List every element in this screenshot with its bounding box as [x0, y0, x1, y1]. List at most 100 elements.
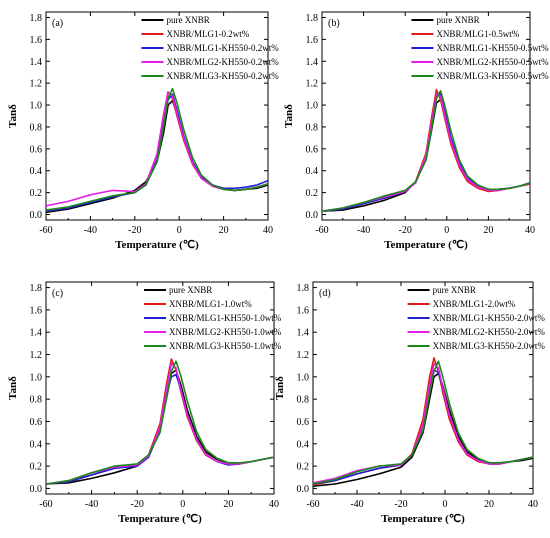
panel-label: (a) — [52, 18, 63, 29]
y-tick-label: 1.8 — [30, 283, 43, 294]
legend-entry: XNBR/MLG3-KH550-0.2wt% — [166, 71, 279, 81]
legend-entry: XNBR/MLG1-KH550-0.2wt% — [166, 43, 279, 53]
legend-entry: XNBR/MLG3-KH550-0.5wt% — [436, 71, 549, 81]
series-line-4 — [46, 87, 268, 211]
x-tick-label: -40 — [357, 225, 370, 236]
y-tick-label: 0.0 — [30, 484, 43, 495]
legend-entry: XNBR/MLG3-KH550-1.0wt% — [169, 341, 282, 351]
legend-entry: pure XNBR — [166, 15, 209, 25]
y-tick-label: 1.4 — [30, 57, 43, 68]
y-axis-title: Tanδ — [274, 376, 286, 400]
y-tick-label: 0.6 — [306, 144, 319, 155]
y-tick-label: 0.4 — [306, 166, 319, 177]
series-line-4 — [322, 90, 530, 212]
series-group — [313, 357, 533, 487]
panel-3: -60 -40 -20 0 20 40 0.0 0.2 0.4 0.6 0.8 1.0 1.2 1.4 1.… — [274, 281, 546, 525]
legend-entry: XNBR/MLG2-KH550-2.0wt% — [433, 327, 546, 337]
x-axis-title: Temperature (℃) — [381, 513, 465, 525]
legend-entry: pure XNBR — [169, 285, 212, 295]
legend-entry: XNBR/MLG2-KH550-1.0wt% — [169, 327, 282, 337]
x-tick-label: 0 — [180, 499, 185, 510]
x-tick-label: -20 — [394, 499, 407, 510]
y-tick-label: 1.4 — [30, 328, 43, 339]
y-tick-label: 0.6 — [30, 417, 43, 428]
y-tick-label: 1.0 — [30, 101, 43, 112]
x-axis-title: Temperature (℃) — [115, 239, 199, 251]
y-tick-label: 1.6 — [297, 305, 310, 316]
y-tick-label: 0.8 — [30, 122, 43, 133]
panel-label: (c) — [52, 288, 63, 299]
legend-entry: XNBR/MLG1-0.5wt% — [436, 29, 519, 39]
panel-1: -60 -40 -20 0 20 40 0.0 0.2 0.4 0.6 0.8 1.0 1.2 1.4 1.… — [283, 11, 549, 251]
y-tick-label: 1.2 — [30, 79, 43, 90]
panel-label: (b) — [328, 18, 340, 29]
x-axis-title: Temperature (℃) — [384, 239, 468, 251]
legend-entry: XNBR/MLG1-KH550-2.0wt% — [433, 313, 546, 323]
y-tick-label: 1.0 — [297, 372, 310, 383]
legend-entry: XNBR/MLG2-KH550-0.2wt% — [166, 57, 279, 67]
y-tick-label: 0.8 — [306, 122, 319, 133]
y-tick-label: 1.6 — [306, 35, 319, 46]
y-tick-label: 1.6 — [30, 35, 43, 46]
legend-entry: XNBR/MLG1-KH550-1.0wt% — [169, 313, 282, 323]
y-tick-label: 0.0 — [297, 484, 310, 495]
y-axis-title: Tanδ — [283, 104, 295, 128]
series-line-4 — [313, 360, 533, 485]
y-tick-label: 1.4 — [297, 328, 310, 339]
x-tick-label: -60 — [39, 225, 52, 236]
legend-entry: pure XNBR — [433, 285, 476, 295]
series-line-3 — [313, 362, 533, 484]
y-tick-label: 1.0 — [306, 101, 319, 112]
legend-entry: XNBR/MLG1-2.0wt% — [433, 299, 516, 309]
y-tick-label: 1.2 — [30, 350, 43, 361]
legend-entry: XNBR/MLG3-KH550-2.0wt% — [433, 341, 546, 351]
x-tick-label: 40 — [269, 499, 279, 510]
x-tick-label: -60 — [315, 225, 328, 236]
y-tick-label: 1.4 — [306, 57, 319, 68]
y-tick-label: 0.0 — [30, 210, 43, 221]
y-tick-label: 0.8 — [297, 395, 310, 406]
y-tick-label: 1.8 — [297, 283, 310, 294]
x-tick-label: 0 — [177, 225, 182, 236]
legend-entry: XNBR/MLG1-0.2wt% — [166, 29, 249, 39]
y-tick-label: 1.2 — [306, 79, 319, 90]
x-tick-label: 0 — [444, 225, 449, 236]
legend-entry: XNBR/MLG1-1.0wt% — [169, 299, 252, 309]
y-axis-title: Tanδ — [7, 104, 19, 128]
x-tick-label: -60 — [306, 499, 319, 510]
series-group — [46, 87, 268, 214]
y-tick-label: 0.2 — [297, 462, 310, 473]
y-tick-label: 0.6 — [297, 417, 310, 428]
x-tick-label: -20 — [128, 225, 141, 236]
legend-entry: XNBR/MLG1-KH550-0.5wt% — [436, 43, 549, 53]
series-group — [46, 358, 274, 485]
y-tick-label: 0.4 — [30, 439, 43, 450]
y-tick-label: 0.0 — [306, 210, 319, 221]
y-tick-label: 1.0 — [30, 372, 43, 383]
y-tick-label: 1.6 — [30, 305, 43, 316]
series-line-3 — [322, 93, 530, 212]
y-tick-label: 0.8 — [30, 395, 43, 406]
y-tick-label: 0.2 — [30, 462, 43, 473]
x-tick-label: -20 — [131, 499, 144, 510]
x-axis-title: Temperature (℃) — [118, 513, 202, 525]
y-tick-label: 0.6 — [30, 144, 43, 155]
y-tick-label: 0.2 — [30, 188, 43, 199]
x-tick-label: 40 — [263, 225, 273, 236]
series-line-4 — [46, 360, 274, 485]
x-tick-label: -40 — [84, 225, 97, 236]
x-tick-label: 20 — [484, 499, 494, 510]
panel-label: (d) — [319, 288, 331, 299]
y-tick-label: 0.4 — [30, 166, 43, 177]
x-tick-label: -40 — [350, 499, 363, 510]
x-tick-label: 0 — [443, 499, 448, 510]
series-line-1 — [322, 88, 530, 212]
panel-0: -60 -40 -20 0 20 40 0.0 0.2 0.4 0.6 0.8 1.0 1.2 1.4 1.… — [7, 11, 279, 251]
panel-2: -60 -40 -20 0 20 40 0.0 0.2 0.4 0.6 0.8 1.0 1.2 1.4 1.… — [7, 281, 282, 525]
y-tick-label: 1.8 — [30, 13, 43, 24]
x-tick-label: -40 — [85, 499, 98, 510]
x-tick-label: 20 — [483, 225, 493, 236]
series-line-1 — [46, 358, 274, 485]
x-tick-label: 40 — [528, 499, 538, 510]
